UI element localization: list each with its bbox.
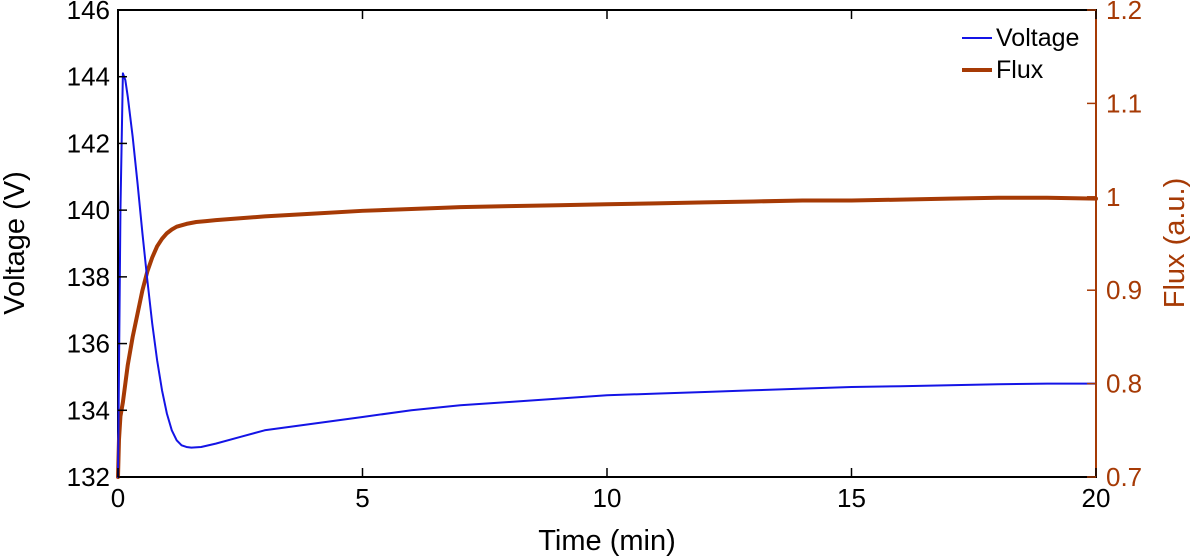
- y-right-tick-label: 0.9: [1106, 275, 1142, 305]
- y-axis-left-title: Voltage (V): [0, 171, 31, 314]
- axes-layer: 0 5 10 15 20 132 134 136 138 140 142 144 146 0.7 0.8 0.…: [67, 0, 1143, 513]
- x-axis-title: Time (min): [538, 525, 675, 557]
- x-tick-label: 15: [837, 483, 866, 513]
- y-right-tick-label: 1.2: [1106, 0, 1142, 25]
- x-tick-label: 5: [355, 483, 369, 513]
- legend-label-flux: Flux: [996, 56, 1044, 84]
- y-left-tick-label: 146: [67, 0, 110, 25]
- y-axis-right-title: Flux (a.u.): [1159, 178, 1191, 309]
- x-tick-label: 10: [593, 483, 622, 513]
- y-left-tick-label: 142: [67, 128, 110, 158]
- y-right-tick-label: 1.1: [1106, 88, 1142, 118]
- y-left-tick-label: 138: [67, 262, 110, 292]
- legend-label-voltage: Voltage: [996, 24, 1079, 52]
- series-layer: [116, 72, 1098, 479]
- x-tick-label: 20: [1082, 483, 1111, 513]
- y-left-tick-label: 140: [67, 195, 110, 225]
- plot-area-frame: [117, 9, 1097, 478]
- y-right-tick-label: 0.7: [1106, 462, 1142, 492]
- y-left-tick-label: 144: [67, 62, 110, 92]
- y-left-tick-label: 134: [67, 395, 110, 425]
- legend: Voltage Flux: [955, 20, 1093, 86]
- y-left-tick-label: 132: [67, 462, 110, 492]
- legend-box: [955, 20, 1093, 86]
- y-right-tick-label: 0.8: [1106, 369, 1142, 399]
- flux-series-line: [116, 195, 1098, 479]
- voltage-series-line: [117, 72, 1097, 478]
- y-left-tick-label: 136: [67, 329, 110, 359]
- x-tick-label: 0: [111, 483, 125, 513]
- y-right-tick-label: 1: [1106, 182, 1120, 212]
